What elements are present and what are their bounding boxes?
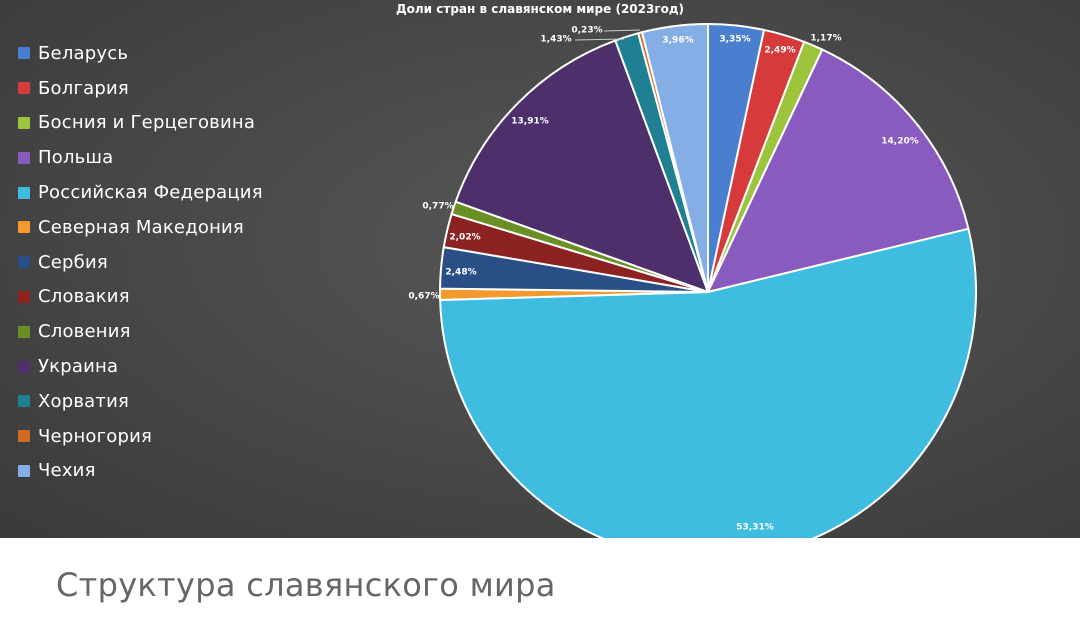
legend-item: Хорватия (18, 384, 263, 419)
chart-title: Доли стран в славянском мире (2023год) (395, 2, 685, 16)
legend-swatch (18, 395, 30, 408)
legend-swatch (18, 256, 30, 269)
data-label: 53,31% (736, 523, 774, 533)
legend-label: Сербия (38, 251, 108, 273)
legend-item: Черногория (18, 419, 263, 454)
legend-swatch (18, 116, 30, 129)
legend-item: Польша (18, 140, 263, 175)
leader-line (574, 38, 625, 41)
legend-label: Словения (38, 321, 131, 343)
legend-item: Северная Македония (18, 210, 263, 245)
legend-swatch (18, 221, 30, 234)
legend-swatch (18, 290, 30, 303)
data-label: 1,43% (540, 35, 571, 45)
data-label: 0,23% (571, 26, 602, 36)
legend-item: Российская Федерация (18, 175, 263, 210)
legend-label: Северная Македония (38, 216, 244, 238)
legend-label: Хорватия (38, 390, 130, 412)
leader-line (603, 29, 641, 32)
pie-slice (454, 39, 709, 293)
data-label: 2,48% (445, 268, 476, 278)
data-label: 1,17% (810, 34, 841, 44)
legend-item: Словения (18, 314, 263, 349)
legend-item: Босния и Герцеговина (18, 106, 263, 141)
legend-item: Болгария (18, 71, 263, 106)
legend-label: Польша (38, 147, 114, 169)
legend-label: Босния и Герцеговина (38, 112, 256, 134)
data-label: 2,49% (764, 46, 795, 56)
legend-label: Болгария (38, 77, 129, 99)
legend-swatch (18, 430, 30, 443)
data-label: 14,20% (881, 137, 919, 147)
legend-item: Украина (18, 349, 263, 384)
data-label: 3,35% (719, 35, 750, 45)
legend-label: Чехия (38, 460, 96, 482)
legend-swatch (18, 464, 30, 477)
legend-item: Чехия (18, 454, 263, 489)
pie-slice (641, 23, 709, 293)
legend: Беларусь Болгария Босния и Герцеговина Поль… (18, 36, 263, 488)
chart-area: Доли стран в славянском мире (2023год) Б… (0, 0, 1080, 538)
legend-label: Словакия (38, 286, 130, 308)
legend-label: Российская Федерация (38, 182, 263, 204)
legend-item: Сербия (18, 245, 263, 280)
pie-chart: 3,35% 2,49% 1,17% 14,20% 53,31% 0,67% 2,48% 2,0… (408, 23, 977, 538)
legend-label: Беларусь (38, 42, 129, 64)
caption: Структура славянского мира (56, 566, 556, 604)
pie-slice (707, 48, 970, 293)
pie-slice (439, 227, 977, 538)
legend-swatch (18, 360, 30, 373)
legend-swatch (18, 325, 30, 338)
data-label: 13,91% (511, 117, 549, 127)
legend-swatch (18, 186, 30, 199)
data-label: 3,96% (662, 36, 693, 46)
legend-swatch (18, 151, 30, 164)
legend-swatch (18, 47, 30, 60)
legend-item: Словакия (18, 280, 263, 315)
legend-swatch (18, 82, 30, 95)
legend-label: Украина (38, 356, 119, 378)
legend-item: Беларусь (18, 36, 263, 71)
legend-label: Черногория (38, 425, 153, 447)
data-label: 0,77% (422, 202, 453, 212)
data-label: 0,67% (408, 292, 439, 302)
data-label: 2,02% (449, 233, 480, 243)
